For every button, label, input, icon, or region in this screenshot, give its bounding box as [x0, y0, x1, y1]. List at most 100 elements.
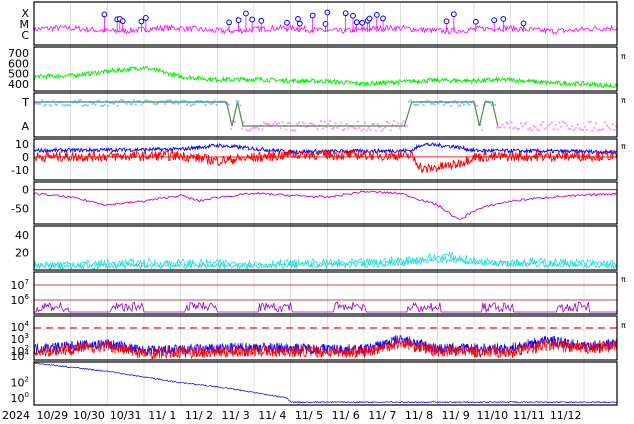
type-point [74, 99, 77, 102]
x-axis-tick-label: 11/ 1 [148, 409, 176, 422]
type-point [171, 102, 174, 105]
speed-tick: 400 [8, 78, 29, 91]
flare-marker [472, 18, 479, 25]
type-point [461, 101, 464, 104]
type-point [254, 126, 256, 129]
type-point [582, 129, 585, 132]
type-point [494, 104, 497, 107]
panel-frame-6 [33, 225, 618, 271]
flux1-tick-1e6: 106 [11, 293, 30, 307]
panel-frame-8 [33, 315, 618, 361]
type-point [422, 103, 425, 106]
x-axis-tick-label: 11/10 [476, 409, 508, 422]
type-point [296, 123, 299, 126]
x-axis-tick-label: 11/ 5 [295, 409, 323, 422]
type-point [340, 121, 343, 124]
type-point [41, 99, 44, 102]
type-point [496, 126, 498, 129]
flux2-right-mark: π [621, 321, 626, 330]
type-point [272, 122, 275, 125]
type-point [81, 104, 84, 107]
type-point [376, 123, 379, 126]
type-point [309, 122, 311, 125]
type-point [276, 122, 278, 125]
type-point [167, 99, 170, 102]
type-point [155, 103, 157, 106]
type-point [512, 127, 515, 130]
x-axis-year-label: 2024 [2, 409, 30, 422]
type-point [342, 128, 344, 131]
type-point [156, 102, 159, 105]
flux2-series-red [33, 337, 617, 360]
type-point [353, 127, 355, 130]
type-point [534, 126, 537, 129]
x-axis-tick-label: 11/ 8 [405, 409, 433, 422]
type-point [145, 99, 148, 102]
type-point [116, 104, 119, 107]
flare-class-label: M [20, 18, 30, 31]
type-point [347, 127, 350, 130]
flare-marker [491, 17, 498, 24]
type-point [415, 103, 418, 106]
type-point [545, 126, 548, 129]
type-point [367, 126, 370, 129]
frame-layer [33, 1, 618, 406]
type-point [96, 100, 99, 103]
type-point [375, 129, 377, 132]
type-point [224, 102, 227, 105]
type-point [446, 101, 449, 104]
type-point [103, 103, 106, 106]
type-point [521, 125, 524, 128]
x-axis-tick-label: 11/ 4 [258, 409, 286, 422]
dst-tick: 0 [22, 184, 29, 197]
type-point [230, 127, 233, 130]
type-point [189, 104, 192, 107]
type-point [527, 128, 530, 131]
type-point [529, 127, 531, 130]
type-point [574, 126, 577, 129]
type-point [34, 102, 36, 105]
type-point [549, 123, 552, 126]
type-point [615, 125, 618, 128]
flux3-series [33, 362, 618, 404]
type-point [144, 99, 146, 102]
type-point [426, 99, 429, 102]
grid-layer [33, 2, 585, 405]
type-point [391, 123, 394, 126]
type-point [485, 100, 487, 103]
type-point [239, 104, 242, 107]
type-point [134, 103, 137, 106]
type-point [576, 123, 579, 126]
type-point [409, 99, 412, 102]
speed-tick: 600 [8, 57, 29, 70]
type-point [573, 128, 575, 131]
type-point [200, 100, 203, 103]
type-point [413, 103, 416, 106]
type-point [257, 128, 260, 131]
flare-marker [119, 18, 126, 24]
type-point [188, 102, 190, 105]
flux3-tick-1e0: 100 [11, 391, 29, 405]
panel-frame-1 [33, 1, 618, 46]
type-point [164, 102, 167, 105]
type-point [39, 102, 42, 105]
type-point [265, 122, 267, 125]
flux3-tick-1e2: 102 [11, 376, 29, 390]
flux2-tick-1e2: 102 [11, 344, 29, 358]
type-point [585, 128, 588, 131]
flux1-series [34, 301, 617, 314]
type-point [136, 100, 139, 103]
x-axis-tick-label: 11/ 7 [368, 409, 396, 422]
x-axis-tick-label: 11/ 2 [185, 409, 213, 422]
type-point [503, 126, 506, 129]
type-point [303, 122, 306, 125]
type-point [87, 104, 90, 107]
type-point [406, 125, 409, 128]
flare-marker [443, 18, 450, 25]
flare-marker [373, 11, 380, 18]
type-point [142, 101, 145, 104]
type-point [118, 100, 121, 103]
type-point [244, 128, 247, 131]
flare-marker [235, 17, 242, 24]
